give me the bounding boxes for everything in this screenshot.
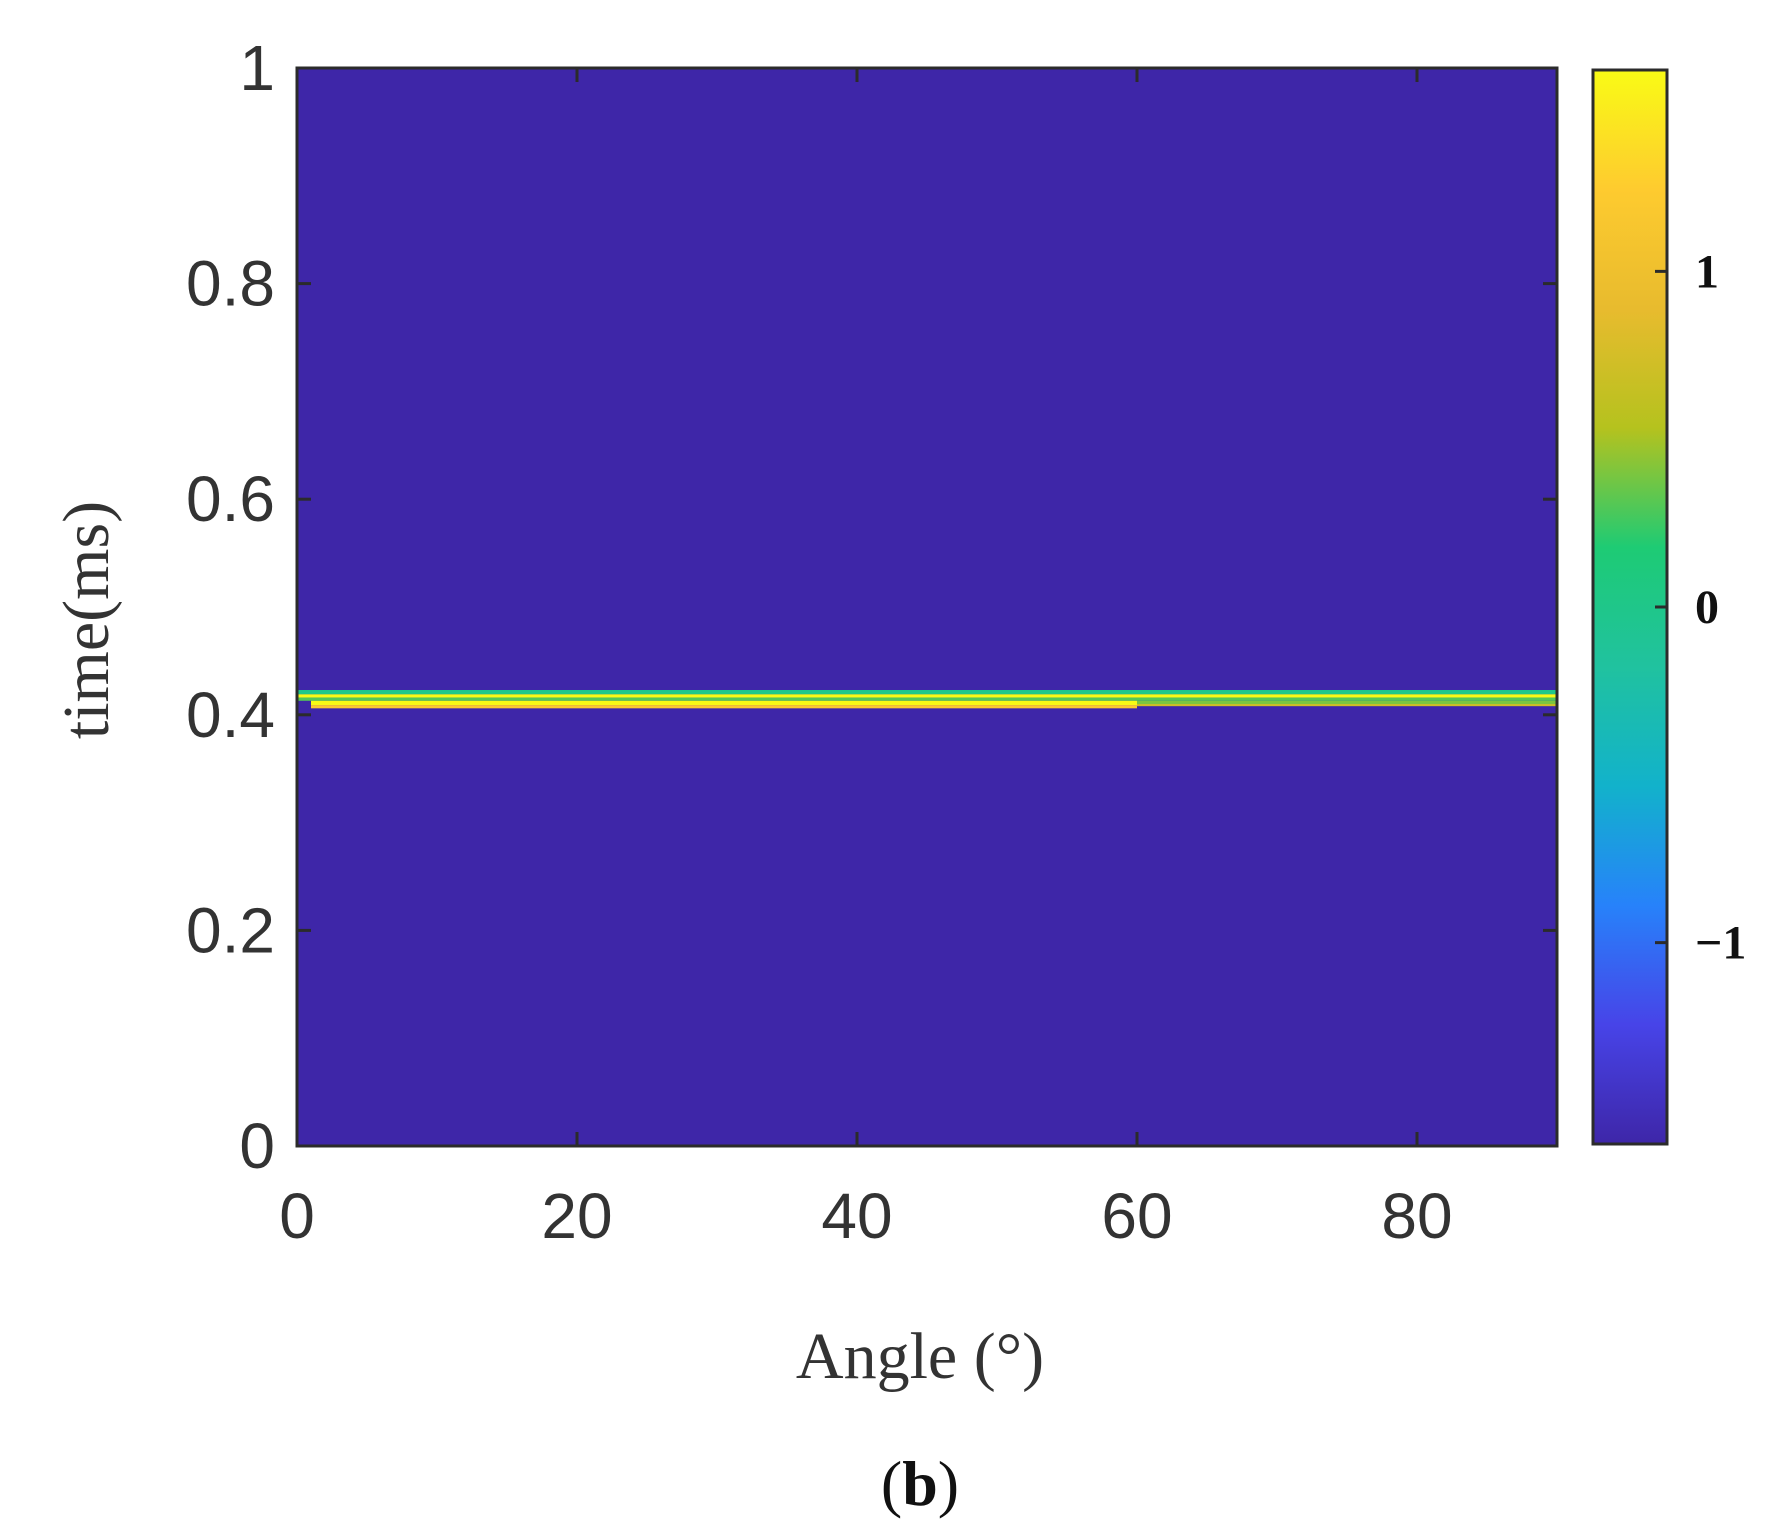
heatmap-band-3 (1137, 700, 1557, 705)
colorbar-tick-label: 1 (1695, 245, 1719, 298)
panel-label: (b) (881, 1448, 959, 1519)
x-axis-label: Angle (°) (796, 1320, 1044, 1393)
y-tick-label: 0 (239, 1110, 275, 1182)
heatmap-band-6 (311, 705, 1137, 709)
x-tick-label: 80 (1381, 1180, 1452, 1252)
heatmap-band-1 (297, 694, 1557, 698)
panel-label-open-paren: ( (881, 1448, 902, 1519)
y-tick-label: 0.6 (186, 463, 275, 535)
x-tick-label: 40 (821, 1180, 892, 1252)
colorbar-tick-label: −1 (1695, 917, 1746, 970)
y-tick-label: 0.8 (186, 248, 275, 320)
panel-label-letter: b (902, 1448, 938, 1519)
colorbar-tick-label: 0 (1695, 581, 1719, 634)
x-tick-labels: 0 20 40 60 80 (279, 1180, 1452, 1252)
x-tick-label: 20 (541, 1180, 612, 1252)
heatmap-band-0 (297, 690, 1557, 695)
y-tick-label: 1 (239, 32, 275, 104)
y-tick-label: 0.4 (186, 679, 275, 751)
panel-label-close-paren: ) (938, 1448, 959, 1519)
heatmap-background (297, 68, 1557, 1146)
x-tick-label: 60 (1101, 1180, 1172, 1252)
y-tick-label: 0.2 (186, 894, 275, 966)
colorbar: −1 0 1 (1591, 68, 1746, 1146)
x-tick-label: 0 (279, 1180, 315, 1252)
y-tick-labels: 0 0.2 0.4 0.6 0.8 1 (186, 32, 275, 1182)
heatmap-area (297, 68, 1557, 1146)
heatmap-band-5 (311, 700, 1137, 706)
heatmap-band-4 (1137, 704, 1557, 707)
heatmap-band-2 (297, 697, 1557, 701)
y-axis-label: time(ms) (50, 501, 123, 739)
colorbar-gradient (1591, 68, 1669, 1146)
plot-frame (295, 66, 1559, 1148)
